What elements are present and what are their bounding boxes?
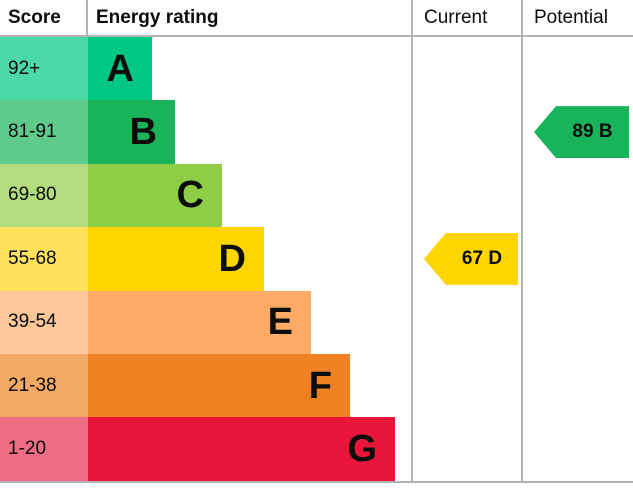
band-row-a: 92+ A xyxy=(0,37,633,101)
band-bar: F xyxy=(88,353,350,418)
band-bar: E xyxy=(88,290,311,354)
current-rating-label: 67 D xyxy=(461,247,503,269)
band-score-range: 92+ xyxy=(0,37,88,101)
band-score-range: 55-68 xyxy=(0,227,88,291)
band-score-range: 1-20 xyxy=(0,417,88,481)
energy-rating-column-header: Energy rating xyxy=(96,6,219,28)
band-letter: D xyxy=(218,237,246,280)
band-bar: A xyxy=(88,37,152,101)
band-bar: C xyxy=(88,163,222,228)
current-rating-arrow: 67 D xyxy=(424,232,518,285)
score-column-header: Score xyxy=(0,0,88,35)
band-letter: A xyxy=(106,47,134,90)
chart-header: Score Energy rating Current Potential xyxy=(0,0,633,37)
band-letter: C xyxy=(176,174,204,217)
band-row-b: 81-91 B xyxy=(0,100,633,164)
band-bar: D xyxy=(88,227,264,291)
potential-column-header: Potential xyxy=(534,6,608,28)
potential-column-divider xyxy=(521,0,523,483)
band-row-d: 55-68 D xyxy=(0,227,633,291)
band-letter: B xyxy=(129,111,157,154)
potential-rating-arrow: 89 B xyxy=(534,106,629,159)
band-letter: G xyxy=(347,428,377,471)
band-row-c: 69-80 C xyxy=(0,163,633,228)
band-score-range: 39-54 xyxy=(0,290,88,354)
band-score-range: 21-38 xyxy=(0,353,88,418)
band-bar: B xyxy=(88,100,175,164)
band-letter: E xyxy=(267,301,293,344)
band-row-e: 39-54 E xyxy=(0,290,633,354)
band-score-range: 81-91 xyxy=(0,100,88,164)
band-score-range: 69-80 xyxy=(0,163,88,228)
potential-rating-label: 89 B xyxy=(572,121,613,143)
current-column-divider xyxy=(411,0,413,483)
chart-bottom-border xyxy=(0,481,633,483)
band-bar: G xyxy=(88,417,395,481)
band-row-f: 21-38 F xyxy=(0,353,633,418)
rating-bands: 92+ A 81-91 B 69-80 C 55-68 D 39-54 E 21-38 F 1-20 G xyxy=(0,37,633,481)
current-column-header: Current xyxy=(424,6,488,28)
band-letter: F xyxy=(308,364,332,407)
band-row-g: 1-20 G xyxy=(0,417,633,481)
